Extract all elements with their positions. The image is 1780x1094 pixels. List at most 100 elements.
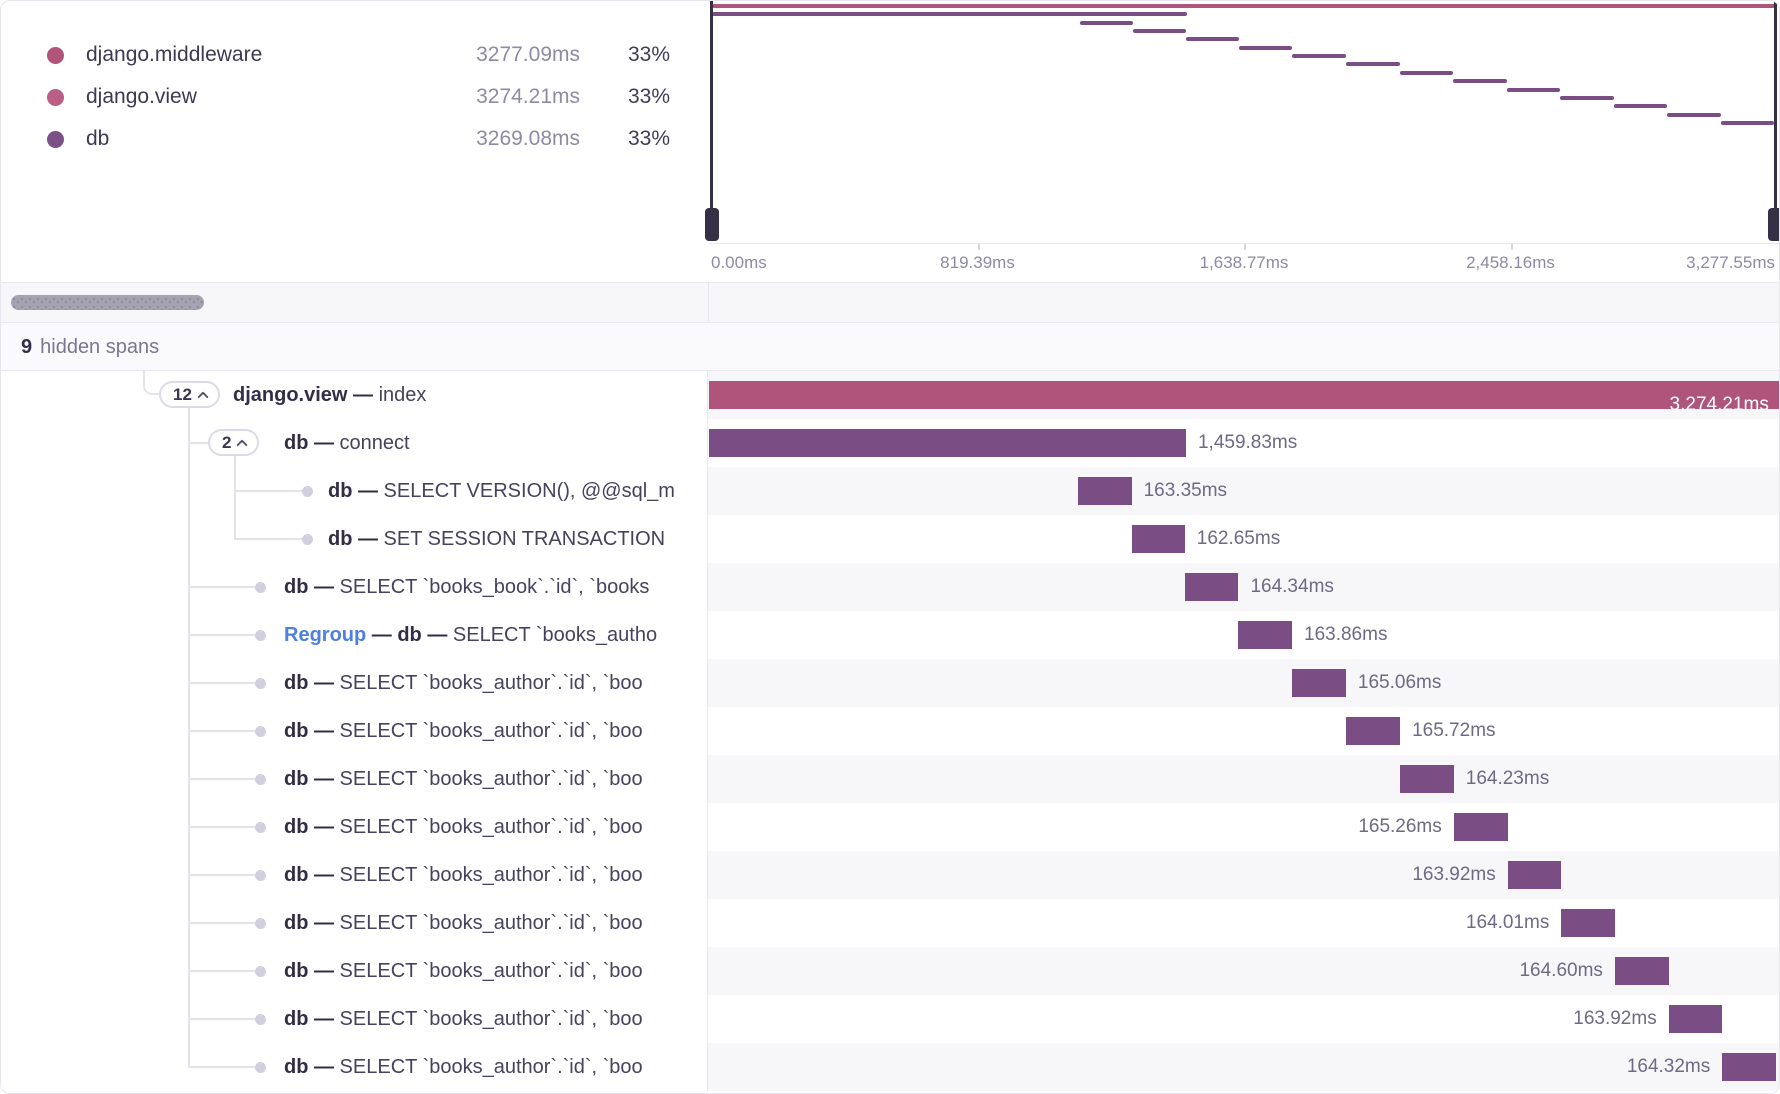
span-row[interactable]: Regroup — db — SELECT `books_autho 163.86… [1,611,1779,659]
span-tree-cell[interactable]: db — SELECT `books_author`.`id`, `boo [1,899,708,947]
span-tree-cell[interactable]: Regroup — db — SELECT `books_autho [1,611,708,659]
hidden-spans-row[interactable]: 9 hidden spans [1,323,1779,371]
minimap-span-line [1667,112,1721,117]
span-label: db — SET SESSION TRANSACTION [328,528,666,550]
panel-divider [708,283,709,322]
span-duration-label: 165.26ms [1358,816,1442,837]
span-duration-bar[interactable]: 3,274.21ms [708,381,1779,415]
axis-tick-label: 1,638.77ms [1199,253,1289,272]
span-duration-label: 164.34ms [1250,576,1334,597]
minimap-span-line [1079,20,1133,25]
span-duration-label: 164.23ms [1465,768,1550,789]
axis-tick-label: 819.39ms [940,253,1015,272]
span-duration-bar[interactable] [1238,621,1292,649]
minimap-span-line [1453,79,1507,84]
span-duration-bar[interactable] [1345,717,1401,745]
span-duration-bar[interactable] [708,429,1186,457]
child-count: 12 [173,384,192,404]
span-tree-cell[interactable]: 2 db — connect [1,419,708,467]
span-row[interactable]: db — SELECT `books_author`.`id`, `boo 163… [1,995,1779,1043]
axis-tick-icon [1510,244,1513,250]
span-label: db — SELECT `books_author`.`id`, `boo [284,1056,643,1078]
axis-tick-label: 3,277.55ms [1686,253,1775,272]
span-label: db — SELECT `books_book`.`id`, `books [284,576,650,598]
span-tree-cell[interactable]: db — SELECT VERSION(), @@sql_m [1,467,708,515]
minimap-right-handle[interactable] [1768,1,1779,241]
span-tree-cell[interactable]: db — SELECT `books_author`.`id`, `boo [1,851,708,899]
span-duration-bar[interactable] [1184,573,1239,601]
span-row[interactable]: db — SELECT `books_book`.`id`, `books 164… [1,563,1779,611]
legend-item[interactable]: django.middleware 3277.09ms 33% [1,34,709,76]
span-duration-bar[interactable] [1292,669,1346,697]
span-bar-cell: 163.35ms [708,467,1779,515]
legend-color-dot-icon [47,88,64,106]
scrollbar-thumb[interactable] [11,295,204,310]
span-row[interactable]: 12 django.view — index 3,274.21ms [1,371,1779,419]
horizontal-scrollbar[interactable] [1,283,1779,323]
legend-item[interactable]: django.view 3274.21ms 33% [1,76,709,118]
chevron-up-icon [236,438,249,451]
span-tree-cell[interactable]: db — SELECT `books_author`.`id`, `boo [1,707,708,755]
minimap-span-line [1292,54,1346,59]
time-axis: 0.00ms 819.39ms 1,638.77ms 2,458.16ms 3,277.… [709,243,1779,282]
span-row[interactable]: 2 db — connect 1,459.83ms [1,419,1779,467]
span-duration-bar[interactable] [1078,477,1132,505]
span-label: db — SELECT `books_author`.`id`, `boo [284,768,643,790]
span-row[interactable]: db — SELECT `books_author`.`id`, `boo 164… [1,1043,1779,1091]
legend-item[interactable]: db 3269.08ms 33% [1,118,709,160]
span-duration-bar[interactable] [1668,1005,1723,1033]
span-row[interactable]: db — SELECT `books_author`.`id`, `boo 164… [1,947,1779,995]
span-row[interactable]: db — SET SESSION TRANSACTION 162.65ms [1,515,1779,563]
span-tree-cell[interactable]: db — SELECT `books_author`.`id`, `boo [1,995,708,1043]
legend-span-name: django.view [86,85,197,108]
span-row[interactable]: db — SELECT `books_author`.`id`, `boo 165… [1,707,1779,755]
span-duration-bar[interactable] [1453,813,1508,841]
handle-grip-icon[interactable] [1768,208,1779,241]
collapse-badge-button[interactable]: 12 [159,381,220,408]
span-tree-cell[interactable]: db — SELECT `books_author`.`id`, `boo [1,1043,708,1091]
span-duration-bar[interactable] [1400,765,1454,793]
collapse-badge-button[interactable]: 2 [208,429,260,456]
span-row[interactable]: db — SELECT `books_author`.`id`, `boo 163… [1,851,1779,899]
minimap-span-line [1613,104,1668,109]
span-bar-cell: 165.72ms [708,707,1779,755]
span-duration-label: 165.72ms [1412,720,1496,741]
handle-grip-icon[interactable] [705,208,719,241]
span-bar-cell: 3,274.21ms [708,371,1779,419]
span-tree-cell[interactable]: db — SELECT `books_book`.`id`, `books [1,563,708,611]
span-bar-cell: 163.92ms [708,851,1779,899]
minimap-span-line [1560,95,1614,100]
span-duration-bar[interactable] [1614,957,1669,985]
span-duration-label: 165.06ms [1357,672,1442,693]
hidden-spans-count: 9 [21,336,33,358]
span-row[interactable]: db — SELECT `books_author`.`id`, `boo 165… [1,659,1779,707]
span-tree-cell[interactable]: db — SET SESSION TRANSACTION [1,515,708,563]
span-tree-cell[interactable]: db — SELECT `books_author`.`id`, `boo [1,803,708,851]
span-duration-bar[interactable] [1507,861,1562,889]
span-tree-cell[interactable]: 12 django.view — index [1,371,708,419]
span-row[interactable]: db — SELECT `books_author`.`id`, `boo 165… [1,803,1779,851]
span-duration-bar[interactable] [1561,909,1615,937]
minimap-left-handle[interactable] [705,1,719,241]
span-bar-cell: 162.65ms [708,515,1779,563]
span-bar-cell: 164.32ms [708,1043,1779,1091]
span-label: Regroup — db — SELECT `books_autho [284,624,658,646]
legend-span-duration: 3274.21ms [476,85,580,108]
span-row[interactable]: db — SELECT `books_author`.`id`, `boo 164… [1,755,1779,803]
span-label: db — SELECT `books_author`.`id`, `boo [284,912,643,934]
span-label: db — SELECT `books_author`.`id`, `boo [284,864,643,886]
span-tree-cell[interactable]: db — SELECT `books_author`.`id`, `boo [1,755,708,803]
span-row[interactable]: db — SELECT `books_author`.`id`, `boo 164… [1,899,1779,947]
span-duration-bar[interactable] [1722,1053,1776,1081]
span-duration-bar[interactable] [1131,525,1185,553]
hidden-spans-label: hidden spans [40,336,160,358]
minimap-span-line [711,4,1777,8]
span-tree-cell[interactable]: db — SELECT `books_author`.`id`, `boo [1,947,708,995]
span-duration-label: 1,459.83ms [1197,432,1298,453]
span-duration-label: 164.01ms [1465,912,1550,933]
span-tree-cell[interactable]: db — SELECT `books_author`.`id`, `boo [1,659,708,707]
legend-span-name: django.middleware [86,43,263,66]
span-waterfall: 12 django.view — index 3,274.21ms 2 db — con… [1,371,1779,1091]
span-row[interactable]: db — SELECT VERSION(), @@sql_m 163.35ms [1,467,1779,515]
minimap-span-line [1507,87,1561,92]
